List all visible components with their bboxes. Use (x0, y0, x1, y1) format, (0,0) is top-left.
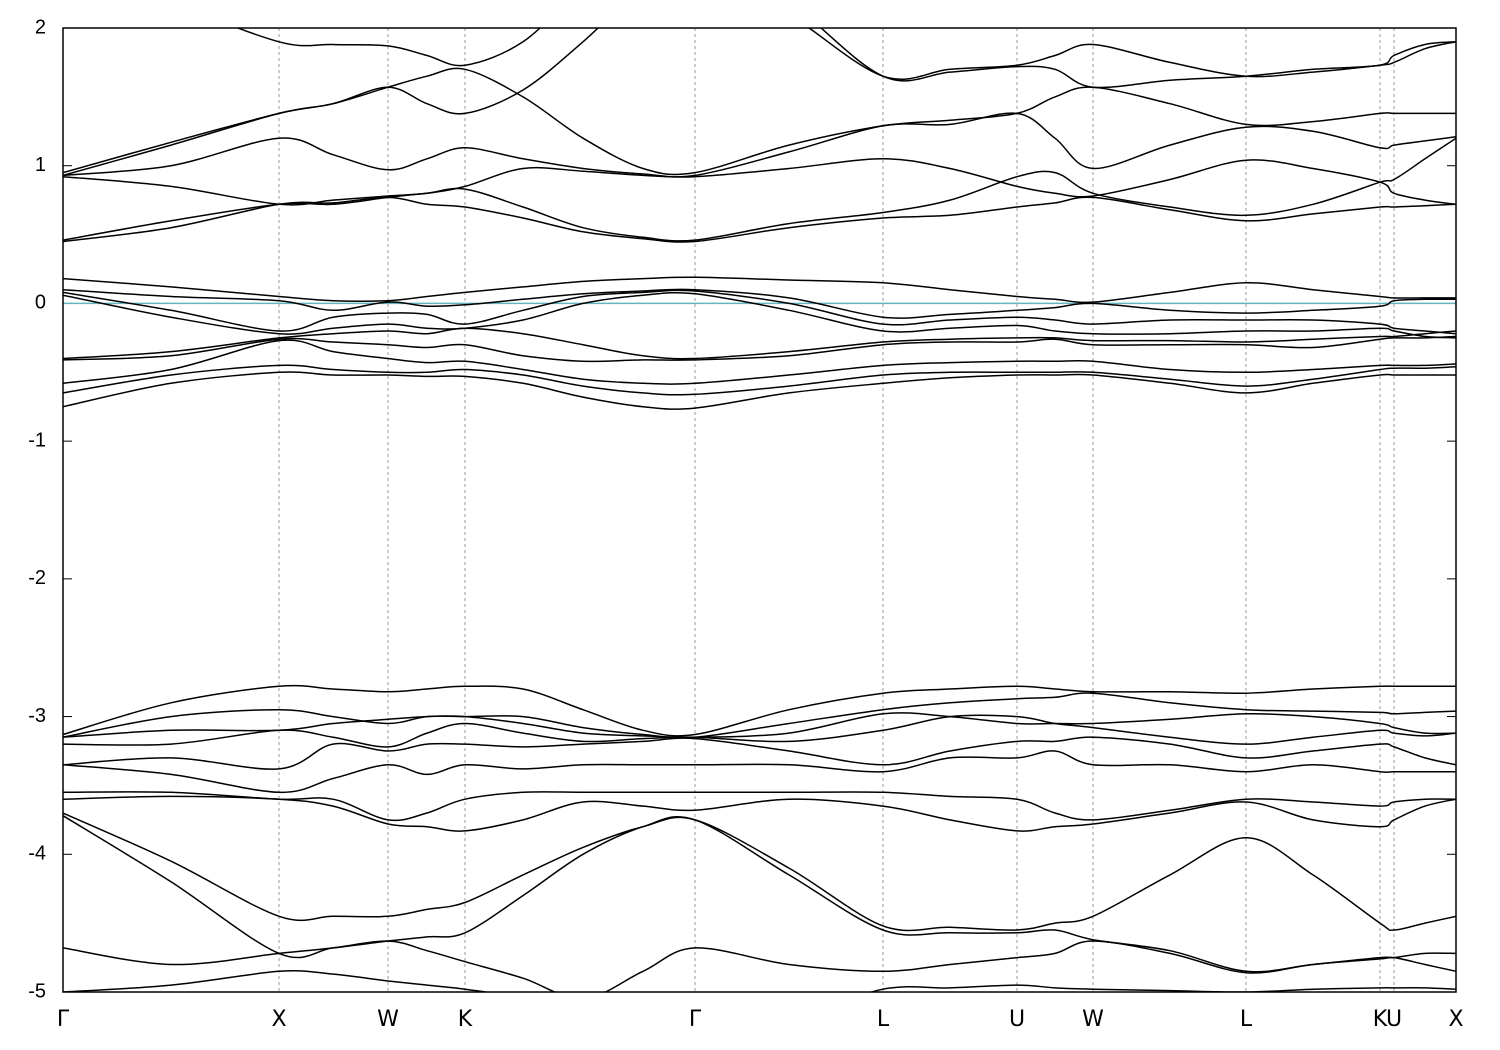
x-tick-label: W (377, 1007, 399, 1032)
x-tick-label: U (1386, 1007, 1402, 1032)
band-line (63, 112, 1456, 178)
plot-frame (62, 27, 1457, 993)
band-line (63, 335, 1456, 363)
band-line (63, 276, 1456, 304)
band-line (63, 364, 1456, 396)
x-tick-label: Γ (689, 1007, 702, 1032)
band-line (63, 196, 1456, 243)
x-tick-label: L (1240, 1007, 1253, 1032)
band-line (63, 684, 1456, 737)
y-tick-label: 1 (35, 154, 46, 176)
x-tick-label: U (1009, 1007, 1025, 1032)
band-line (63, 815, 1456, 973)
band-line (63, 158, 1456, 206)
band-line (63, 970, 1456, 992)
x-tick-label: X (1448, 1007, 1463, 1032)
band-line (63, 712, 1456, 739)
band-line (235, 28, 1456, 89)
grid-layer (62, 27, 1457, 993)
x-tick-label: K (458, 1007, 473, 1032)
band-line (63, 339, 1456, 385)
x-tick-label: K (1373, 1007, 1388, 1032)
band-line (63, 736, 1456, 770)
x-tick-label: L (877, 1007, 890, 1032)
x-tick-label: X (271, 1007, 286, 1032)
band-line (63, 371, 1456, 410)
band-line (63, 940, 1456, 992)
y-tick-label: 2 (35, 16, 46, 38)
band-line (63, 791, 1456, 822)
band-line (63, 812, 1456, 932)
x-tick-label: W (1082, 1007, 1104, 1032)
y-tick-label: 0 (35, 292, 46, 314)
band-line (63, 28, 1456, 174)
band-line (63, 137, 1456, 242)
x-tick-label: Γ (57, 1007, 70, 1032)
y-tick-label: -4 (28, 843, 46, 865)
band-line (63, 288, 1456, 319)
band-line (63, 291, 1456, 339)
band-line (63, 714, 1456, 748)
band-line (63, 327, 1456, 360)
y-tick-label: -2 (28, 567, 46, 589)
band-line (63, 289, 1456, 335)
y-tick-label: -3 (28, 705, 46, 727)
band-line (63, 750, 1456, 794)
band-line (63, 67, 1456, 177)
y-tick-label: -1 (28, 429, 46, 451)
labels-layer: 210-1-2-3-4-5Γ X W K Γ L U W L KU X (28, 16, 1463, 1032)
band-line (63, 795, 1456, 832)
bands-layer (63, 28, 1456, 992)
y-tick-label: -5 (28, 980, 46, 1002)
